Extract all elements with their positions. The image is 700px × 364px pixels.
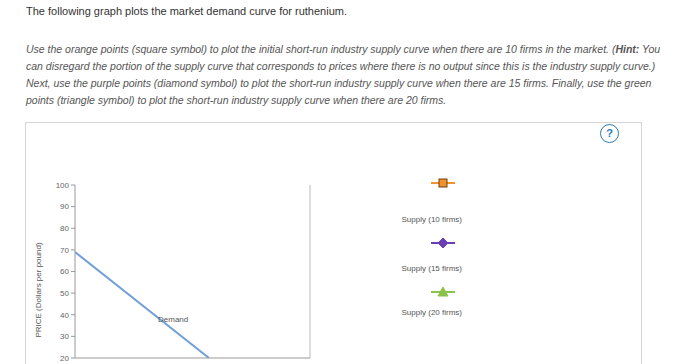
svg-text:20: 20 <box>60 354 69 363</box>
html-text:PRICE (Dollars per pound): PRICE (Dollars per pound) <box>33 242 43 338</box>
html-text:Demand: Demand <box>158 315 189 324</box>
svg-text:80: 80 <box>60 224 69 233</box>
svg-text:50: 50 <box>60 289 69 298</box>
html-text:Use the orange points (square: Use the orange points (square symbol) to… <box>26 43 661 106</box>
html-text:Supply (15 firms): Supply (15 firms) <box>401 264 462 273</box>
svg-text:30: 30 <box>60 332 69 341</box>
html-text:Supply (20 firms): Supply (20 firms) <box>401 308 462 317</box>
svg-text:90: 90 <box>60 202 69 211</box>
svg-text:60: 60 <box>60 267 69 276</box>
svg-text:70: 70 <box>60 246 69 255</box>
svg-text:40: 40 <box>60 311 69 320</box>
svg-text:100: 100 <box>56 181 70 190</box>
html-text:Supply (10 firms): Supply (10 firms) <box>401 215 462 224</box>
html-text:The following graph plots the: The following graph plots the market dem… <box>26 5 347 17</box>
